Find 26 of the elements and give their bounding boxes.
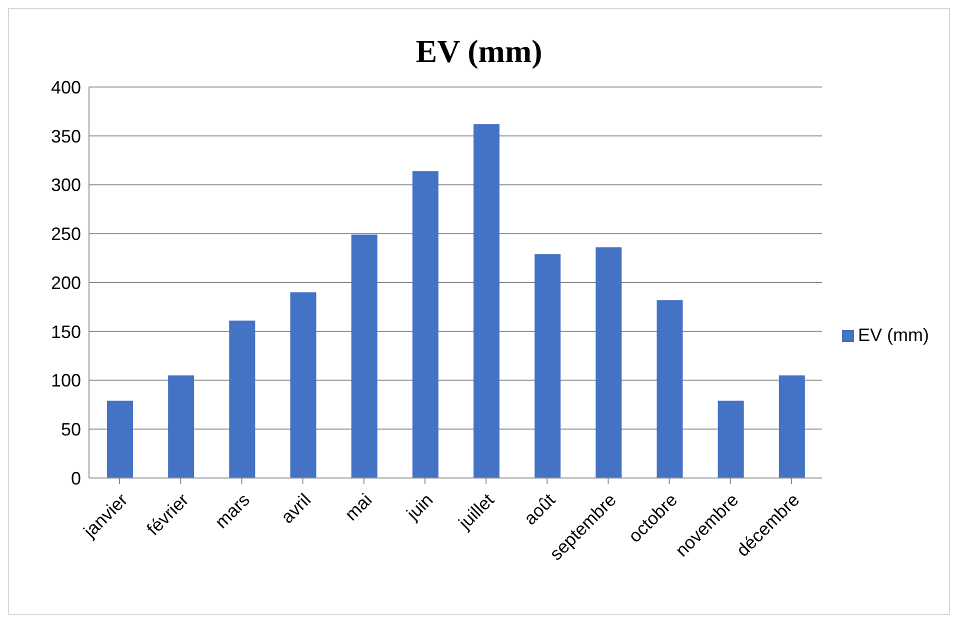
y-tick-label: 0: [70, 468, 81, 488]
bar: [656, 300, 683, 478]
y-tick-label: 50: [60, 420, 81, 440]
bar: [474, 124, 500, 478]
bar: [168, 375, 194, 478]
y-tick-label: 200: [50, 272, 81, 293]
bar: [718, 400, 744, 478]
bar: [412, 171, 438, 478]
bar: [596, 247, 622, 478]
x-tick-label: mai: [341, 490, 376, 524]
y-tick-label: 300: [50, 175, 81, 196]
x-tick-label: juin: [402, 490, 437, 524]
y-tick-label: 400: [50, 77, 81, 98]
bar: [534, 254, 561, 478]
y-tick-label: 100: [50, 370, 81, 391]
bar: [778, 375, 805, 478]
y-tick-label: 150: [50, 322, 81, 342]
bar: [351, 234, 378, 478]
chart-title: EV (mm): [414, 33, 544, 71]
x-tick-label: avril: [277, 490, 315, 528]
bar: [229, 320, 256, 478]
y-tick-label: 250: [50, 224, 81, 244]
bar: [290, 292, 316, 478]
y-tick-label: 350: [50, 126, 81, 146]
legend-label: EV (mm): [858, 325, 929, 345]
bar: [107, 400, 133, 478]
